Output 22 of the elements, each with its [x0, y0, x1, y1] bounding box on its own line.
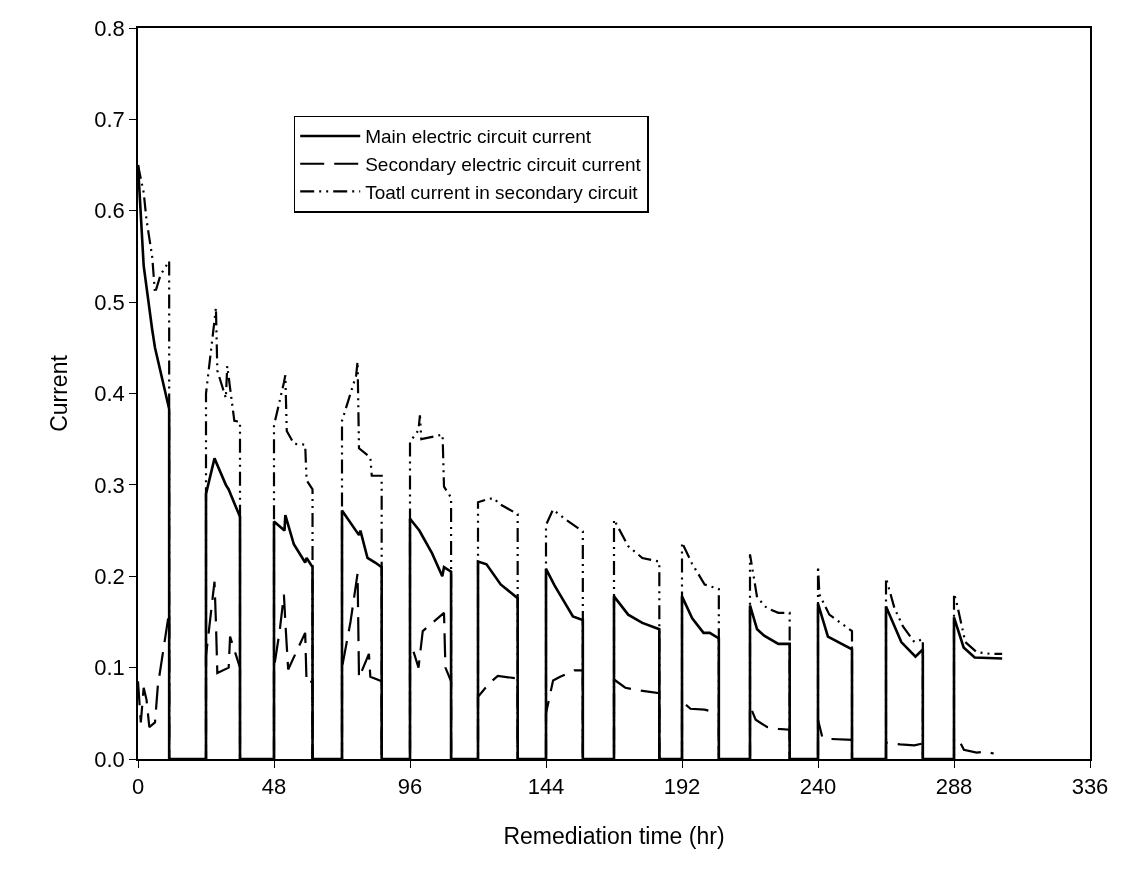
y-tick-label: 0.7 [94, 107, 125, 133]
legend-label: Secondary electric circuit current [365, 154, 642, 176]
y-tick-label: 0.8 [94, 15, 125, 41]
x-tick-label: 336 [1071, 774, 1109, 800]
y-tick-label: 0.1 [94, 655, 125, 681]
x-axis-title: Remediation time (hr) [503, 823, 725, 850]
x-tick-label: 0 [131, 774, 145, 800]
x-tick-label: 48 [261, 774, 287, 800]
y-tick-label: 0.0 [94, 746, 125, 772]
y-tick-label: 0.5 [94, 289, 125, 315]
x-tick-label: 192 [663, 774, 701, 800]
legend-label: Toatl current in secondary circuit [365, 181, 639, 203]
y-axis-title: Current [46, 354, 73, 432]
y-tick-label: 0.2 [94, 563, 125, 589]
y-tick-label: 0.6 [94, 198, 125, 224]
x-tick-label: 144 [527, 774, 565, 800]
y-tick-label: 0.4 [94, 381, 125, 407]
x-tick-label: 288 [935, 774, 973, 800]
x-tick-label: 96 [397, 774, 423, 800]
legend-label: Main electric circuit current [365, 126, 592, 148]
y-tick-label: 0.3 [94, 472, 125, 498]
x-tick-label: 240 [799, 774, 837, 800]
